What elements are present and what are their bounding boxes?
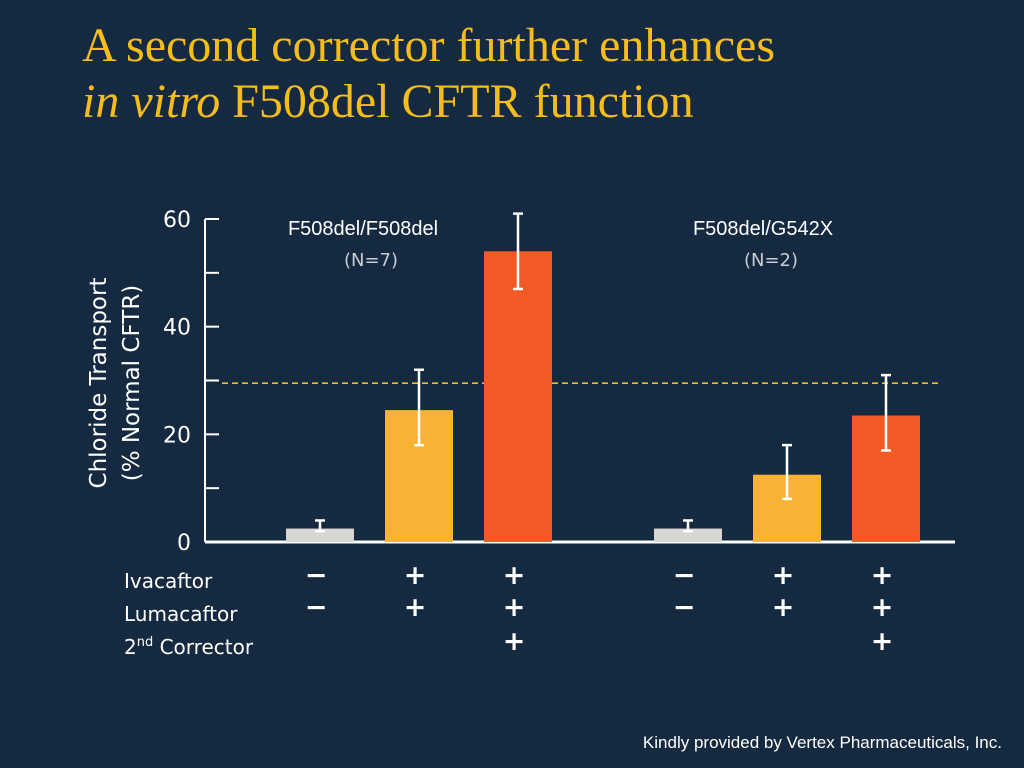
title-italic: in vitro <box>82 75 221 128</box>
treatment-sign-lumacaftor: + <box>404 592 427 623</box>
treatment-sign-ivacaftor: − <box>305 560 328 591</box>
bar <box>484 251 552 543</box>
treatment-sign-lumacaftor: + <box>871 592 894 623</box>
row-label-ivacaftor: Ivacaftor <box>124 569 213 593</box>
treatment-sign-corrector2: + <box>503 626 526 657</box>
y-tick-label: 40 <box>163 316 191 341</box>
y-tick-label: 60 <box>163 208 191 233</box>
treatment-sign-ivacaftor: − <box>673 560 696 591</box>
bar <box>654 528 722 542</box>
y-tick-label: 0 <box>177 531 191 556</box>
treatment-sign-ivacaftor: + <box>503 560 526 591</box>
treatment-sign-corrector2: + <box>871 626 894 657</box>
y-axis-label-line-2: (% Normal CFTR) <box>119 285 145 482</box>
title-line-1: A second corrector further enhances <box>82 19 775 72</box>
y-axis-label: Chloride Transport <box>86 278 112 489</box>
group-label: F508del/F508del <box>288 218 438 240</box>
group-n-label: (N=2) <box>744 250 798 271</box>
treatment-sign-lumacaftor: + <box>772 592 795 623</box>
y-tick-label: 20 <box>163 423 191 448</box>
row-label-lumacaftor: Lumacaftor <box>124 602 238 626</box>
treatment-sign-lumacaftor: − <box>305 592 328 623</box>
credit-note: Kindly provided by Vertex Pharmaceutical… <box>642 733 1002 752</box>
group-n-label: (N=7) <box>344 250 398 271</box>
treatment-sign-ivacaftor: + <box>404 560 427 591</box>
bar <box>286 528 354 542</box>
treatment-sign-lumacaftor: + <box>503 592 526 623</box>
treatment-sign-ivacaftor: + <box>772 560 795 591</box>
slide-title: A second corrector further enhances in v… <box>82 18 775 130</box>
treatment-sign-ivacaftor: + <box>871 560 894 591</box>
treatment-sign-lumacaftor: − <box>673 592 696 623</box>
row-label-corrector: 2nd Corrector <box>124 635 254 659</box>
group-label: F508del/G542X <box>693 218 833 240</box>
title-line-2: F508del CFTR function <box>220 75 694 128</box>
